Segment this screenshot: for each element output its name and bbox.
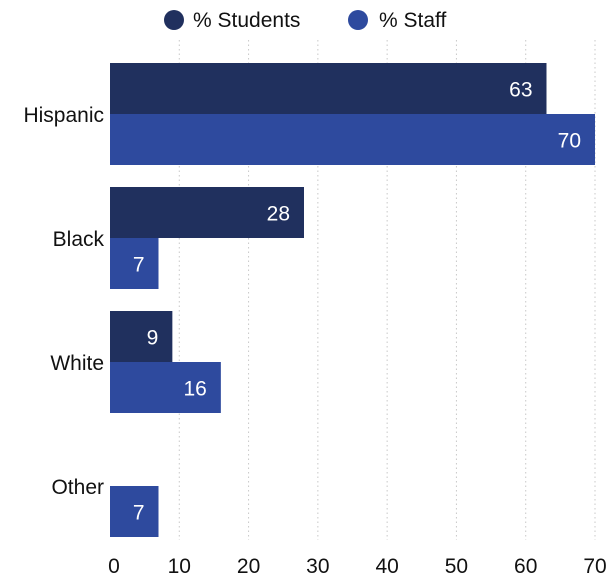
data-label: 16 xyxy=(183,378,206,401)
x-tick-label: 50 xyxy=(445,555,468,578)
x-tick-label: 10 xyxy=(168,555,191,578)
data-label: 9 xyxy=(147,327,159,350)
x-tick-label: 40 xyxy=(375,555,398,578)
x-tick-label: 60 xyxy=(514,555,537,578)
legend-swatch xyxy=(164,10,184,30)
category-label: Black xyxy=(53,228,105,251)
category-label: Hispanic xyxy=(23,104,104,127)
x-tick-label: 30 xyxy=(306,555,329,578)
legend-swatch xyxy=(348,10,368,30)
category-label: Other xyxy=(51,476,104,499)
bar xyxy=(110,187,304,238)
data-label: 7 xyxy=(133,502,145,525)
legend-label: % Students xyxy=(193,9,300,32)
bar xyxy=(110,63,547,114)
legend-item: % Staff xyxy=(348,9,446,32)
category-labels: Hispanic Black White Other xyxy=(23,104,104,499)
bar xyxy=(110,238,159,289)
data-label: 70 xyxy=(558,130,581,153)
data-label: 7 xyxy=(133,254,145,277)
legend-label: % Staff xyxy=(379,9,446,32)
data-label: 63 xyxy=(509,79,532,102)
category-label: White xyxy=(50,352,104,375)
data-label: 28 xyxy=(267,203,290,226)
legend: % Students % Staff xyxy=(164,9,446,32)
bar xyxy=(110,486,159,537)
x-axis-ticks: 0 10 20 30 40 50 60 70 xyxy=(108,555,607,578)
x-tick-label: 20 xyxy=(237,555,260,578)
x-tick-label: 0 xyxy=(108,555,120,578)
bars: 63 70 28 7 9 16 7 xyxy=(110,63,595,537)
bar xyxy=(110,114,595,165)
bar xyxy=(110,362,221,413)
bar xyxy=(110,311,173,362)
x-tick-label: 70 xyxy=(583,555,606,578)
legend-item: % Students xyxy=(164,9,300,32)
